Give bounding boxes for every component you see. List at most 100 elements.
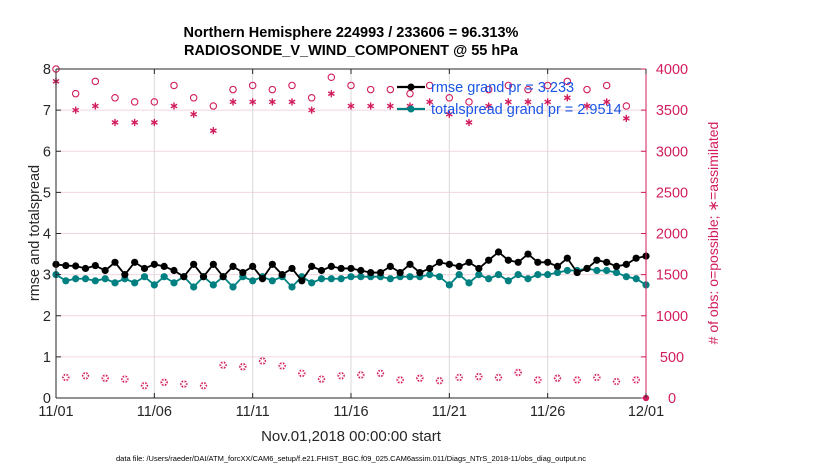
rmse-point xyxy=(131,258,139,266)
totalspread-point xyxy=(524,275,532,283)
possible-obs-marker xyxy=(484,85,493,94)
possible-obs-marker xyxy=(170,81,178,90)
totalspread-point xyxy=(386,275,394,283)
assimilated-obs-marker xyxy=(544,98,552,106)
rmse-point xyxy=(455,262,463,270)
low-obs-assimilated-marker xyxy=(200,382,207,390)
totalspread-point xyxy=(111,279,119,287)
rmse-point xyxy=(426,264,434,273)
totalspread-point xyxy=(544,271,552,279)
rmse-point xyxy=(612,262,621,270)
rmse-point xyxy=(239,268,247,277)
rmse-point xyxy=(278,271,286,279)
chart-title-line2: RADIOSONDE_V_WIND_COMPONENT @ 55 hPa xyxy=(184,43,519,59)
y-right-tick-label: 1000 xyxy=(656,309,688,325)
low-obs-assimilated-marker xyxy=(141,382,148,390)
totalspread-point xyxy=(504,277,512,285)
totalspread-point xyxy=(288,283,296,291)
y-tick-label: 5 xyxy=(43,185,51,201)
rmse-point xyxy=(593,256,601,264)
rmse-point xyxy=(583,264,591,273)
rmse-point xyxy=(160,262,168,270)
low-obs-assimilated-marker xyxy=(436,377,443,385)
assimilated-obs-marker xyxy=(386,102,394,110)
totalspread-point xyxy=(160,273,168,281)
assimilated-obs-marker xyxy=(327,90,335,98)
rmse-point xyxy=(268,260,276,268)
rmse-point xyxy=(81,264,90,273)
rmse-point xyxy=(150,260,158,268)
low-obs-assimilated-marker xyxy=(180,380,188,388)
rmse-point xyxy=(603,258,611,266)
low-obs-assimilated-marker xyxy=(298,369,306,377)
assimilated-obs-marker xyxy=(504,98,512,106)
totalspread-point xyxy=(190,283,198,291)
legend-rmse-marker xyxy=(407,83,415,91)
totalspread-point xyxy=(485,275,493,283)
y-right-tick-label: 3000 xyxy=(656,144,688,160)
assimilated-obs-marker xyxy=(150,118,158,127)
possible-obs-marker xyxy=(71,89,80,98)
totalspread-point xyxy=(337,275,345,283)
assimilated-obs-marker xyxy=(91,102,99,110)
rmse-point xyxy=(298,277,306,285)
rmse-point xyxy=(180,273,188,281)
rmse-point xyxy=(573,268,581,277)
rmse-point xyxy=(504,256,512,264)
rmse-point xyxy=(406,260,414,268)
possible-obs-marker xyxy=(563,77,572,86)
obs-markers xyxy=(52,65,650,402)
possible-obs-marker xyxy=(622,102,631,110)
assimilated-obs-marker xyxy=(603,98,611,106)
rmse-point xyxy=(308,262,316,270)
totalspread-point xyxy=(406,273,414,281)
rmse-point xyxy=(376,268,385,277)
rmse-point xyxy=(199,273,208,281)
rmse-point xyxy=(317,266,326,275)
low-obs-assimilated-marker xyxy=(455,373,463,382)
possible-obs-marker xyxy=(504,81,513,90)
possible-obs-marker xyxy=(425,81,434,90)
totalspread-point xyxy=(563,266,571,275)
y-tick-label: 6 xyxy=(43,144,51,160)
assimilated-obs-marker xyxy=(426,98,434,106)
totalspread-point xyxy=(72,275,80,283)
rmse-point xyxy=(140,264,149,273)
tick-labels: 0 1 2 3 4 5 6 7 8 0 500 1000 1500 2000 2500 3000 3500 400… xyxy=(38,62,688,420)
x-tick-label: 11/21 xyxy=(432,404,467,420)
low-obs-assimilated-marker xyxy=(82,372,89,380)
totalspread-point xyxy=(62,277,70,285)
axes xyxy=(55,68,647,399)
rmse-point xyxy=(416,268,424,277)
x-tick-label: 11/11 xyxy=(236,404,270,420)
totalspread-point xyxy=(494,271,503,279)
y-right-tick-label: 3500 xyxy=(656,103,688,119)
totalspread-point xyxy=(101,275,109,283)
rmse-point xyxy=(219,273,227,281)
totalspread-point xyxy=(632,275,640,283)
low-obs-assimilated-marker xyxy=(121,375,129,383)
y-tick-label: 3 xyxy=(43,268,51,284)
possible-obs-marker xyxy=(111,94,119,102)
possible-obs-marker xyxy=(209,102,218,110)
totalspread-point xyxy=(445,281,453,289)
assimilated-obs-marker xyxy=(170,102,178,110)
assimilated-obs-marker xyxy=(445,110,453,118)
totalspread-point xyxy=(317,275,326,283)
possible-obs-marker xyxy=(327,73,336,81)
totalspread-point xyxy=(209,281,217,289)
possible-obs-marker xyxy=(150,98,159,106)
assimilated-obs-marker xyxy=(563,94,571,102)
rmse-point xyxy=(337,264,345,273)
assimilated-obs-marker xyxy=(622,114,630,122)
low-obs-assimilated-marker xyxy=(495,373,502,382)
totalspread-point xyxy=(140,273,149,281)
rmse-point xyxy=(170,266,178,275)
rmse-point xyxy=(622,260,630,268)
possible-obs-marker xyxy=(347,81,355,90)
totalspread-point xyxy=(170,279,178,287)
possible-obs-marker xyxy=(602,81,611,90)
totalspread-point xyxy=(553,268,562,277)
totalspread-point xyxy=(131,279,139,287)
